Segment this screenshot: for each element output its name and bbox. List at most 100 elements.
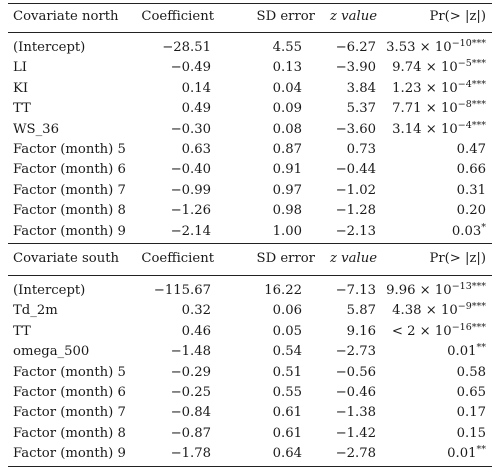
table-row: Factor (month) 8 −0.87 0.61 −1.42 0.15 — [0, 423, 500, 445]
z-value-cell: 3.84 — [346, 80, 376, 96]
coefficient-cell: −2.14 — [170, 223, 211, 239]
p-value-mantissa: 0.17 — [456, 405, 486, 421]
z-value-cell: 5.37 — [346, 101, 376, 117]
p-value-cell: 0.65 — [457, 382, 486, 404]
table-row: Factor (month) 5 −0.29 0.51 −0.56 0.58 — [0, 362, 500, 384]
z-value-cell: −2.73 — [335, 344, 376, 360]
p-value-mantissa: 0.01 — [447, 344, 477, 360]
coefficient-cell: −1.48 — [170, 344, 211, 360]
z-value-cell: −0.44 — [335, 162, 376, 178]
table-row: omega_500 −1.48 0.54 −2.73 0.01** — [0, 341, 500, 363]
coefficient-cell: −28.51 — [162, 40, 211, 55]
p-value-mantissa: < 2 × 10 — [391, 323, 452, 339]
covariate-cell: Factor (month) 8 — [13, 425, 126, 441]
sd-error-cell: 0.55 — [272, 385, 302, 400]
sd-error-cell: 0.06 — [272, 303, 302, 319]
p-value-cell: 0.47 — [457, 139, 486, 161]
sd-error-cell: 0.61 — [272, 425, 302, 441]
covariate-cell: (Intercept) — [13, 283, 86, 298]
coefficient-cell: 0.49 — [181, 101, 211, 117]
coefficient-cell: −0.30 — [170, 121, 211, 137]
south-header-row: Covariate south Coefficient SD error z v… — [0, 248, 500, 270]
p-value-cell: 0.01** — [447, 443, 486, 465]
table-row: Td_2m 0.32 0.06 5.87 4.38 × 10−9*** — [0, 300, 500, 322]
z-value-cell: −0.46 — [335, 385, 376, 400]
table-row: KI 0.14 0.04 3.84 1.23 × 10−4*** — [0, 78, 500, 100]
p-value-cell: 7.71 × 10−8*** — [392, 98, 486, 120]
p-value-cell: 0.31 — [457, 180, 486, 202]
north-header-rule — [8, 32, 492, 33]
significance-stars: *** — [471, 119, 486, 131]
significance-stars: *** — [471, 321, 486, 333]
coefficient-cell: −115.67 — [153, 283, 211, 298]
table-row: Factor (month) 8 −1.26 0.98 −1.28 0.20 — [0, 200, 500, 222]
z-value-cell: −6.27 — [335, 40, 376, 55]
p-value-cell: 4.38 × 10−9*** — [392, 300, 486, 322]
p-value-mantissa: 4.38 × 10 — [392, 303, 458, 319]
coefficient-cell: −0.25 — [170, 385, 211, 400]
p-value-mantissa: 0.66 — [456, 162, 486, 178]
p-value-mantissa: 0.03 — [451, 223, 482, 239]
table-row: Factor (month) 6 −0.40 0.91 −0.44 0.66 — [0, 159, 500, 181]
header-sd-error: SD error — [256, 251, 315, 266]
table-row: Factor (month) 6 −0.25 0.55 −0.46 0.65 — [0, 382, 500, 404]
covariate-cell: Factor (month) 9 — [13, 446, 126, 462]
sd-error-cell: 0.09 — [272, 101, 302, 117]
table-row: Factor (month) 5 0.63 0.87 0.73 0.47 — [0, 139, 500, 161]
bottom-rule — [8, 466, 492, 468]
covariate-cell: (Intercept) — [13, 40, 86, 55]
table-row: TT 0.49 0.09 5.37 7.71 × 10−8*** — [0, 98, 500, 120]
z-value-cell: −1.42 — [335, 425, 376, 441]
coefficient-cell: −0.99 — [170, 182, 211, 198]
z-value-cell: 9.16 — [346, 323, 376, 339]
p-value-mantissa: 0.15 — [456, 425, 486, 441]
sd-error-cell: 4.55 — [272, 40, 302, 55]
z-value-cell: −1.28 — [335, 203, 376, 219]
covariate-cell: Factor (month) 6 — [13, 385, 126, 400]
table-row: WS_36 −0.30 0.08 −3.60 3.14 × 10−4*** — [0, 119, 500, 141]
header-z-value: z value — [330, 251, 377, 266]
significance-stars: *** — [471, 301, 486, 313]
coefficient-cell: −0.40 — [170, 162, 211, 178]
z-value-cell: −1.38 — [335, 405, 376, 421]
covariate-cell: Factor (month) 6 — [13, 162, 126, 178]
p-value-exponent: −13 — [451, 281, 472, 292]
p-value-mantissa: 9.74 × 10 — [392, 60, 458, 76]
p-value-exponent: −5 — [457, 58, 472, 70]
covariate-cell: Factor (month) 7 — [13, 182, 126, 198]
sd-error-cell: 0.64 — [272, 446, 302, 462]
south-header-rule — [8, 275, 492, 276]
sd-error-cell: 0.13 — [272, 60, 302, 76]
p-value-cell: 0.03* — [452, 221, 486, 243]
sd-error-cell: 0.54 — [272, 344, 302, 360]
header-covariate: Covariate north — [13, 9, 119, 24]
z-value-cell: 5.87 — [346, 303, 376, 319]
p-value-cell: 3.53 × 10−10*** — [386, 37, 486, 59]
coefficient-cell: 0.46 — [181, 323, 211, 339]
p-value-cell: 3.14 × 10−4*** — [392, 119, 486, 141]
header-p-value: Pr(> |z|) — [429, 9, 486, 24]
significance-stars: ** — [476, 444, 487, 456]
p-value-mantissa: 0.31 — [456, 182, 486, 198]
covariate-cell: TT — [13, 101, 31, 117]
sd-error-cell: 0.98 — [272, 203, 302, 219]
coefficient-cell: 0.32 — [181, 303, 211, 319]
header-z-value: z value — [330, 9, 377, 24]
section-divider-rule — [8, 243, 492, 244]
header-coefficient: Coefficient — [141, 251, 214, 266]
coefficient-cell: −0.87 — [170, 425, 211, 441]
p-value-mantissa: 9.96 × 10 — [386, 283, 452, 298]
top-rule — [8, 3, 492, 5]
sd-error-cell: 0.61 — [272, 405, 302, 421]
coefficient-cell: −0.49 — [170, 60, 211, 76]
sd-error-cell: 0.97 — [272, 182, 302, 198]
sd-error-cell: 0.51 — [272, 364, 302, 380]
table-row: Factor (month) 7 −0.84 0.61 −1.38 0.17 — [0, 402, 500, 424]
z-value-cell: −7.13 — [335, 283, 376, 298]
significance-stars: *** — [471, 58, 486, 70]
p-value-cell: 1.23 × 10−4*** — [392, 78, 486, 100]
coefficient-cell: −0.29 — [170, 364, 211, 380]
z-value-cell: −0.56 — [335, 364, 376, 380]
covariate-cell: Factor (month) 7 — [13, 405, 126, 421]
p-value-cell: 0.15 — [457, 423, 486, 445]
